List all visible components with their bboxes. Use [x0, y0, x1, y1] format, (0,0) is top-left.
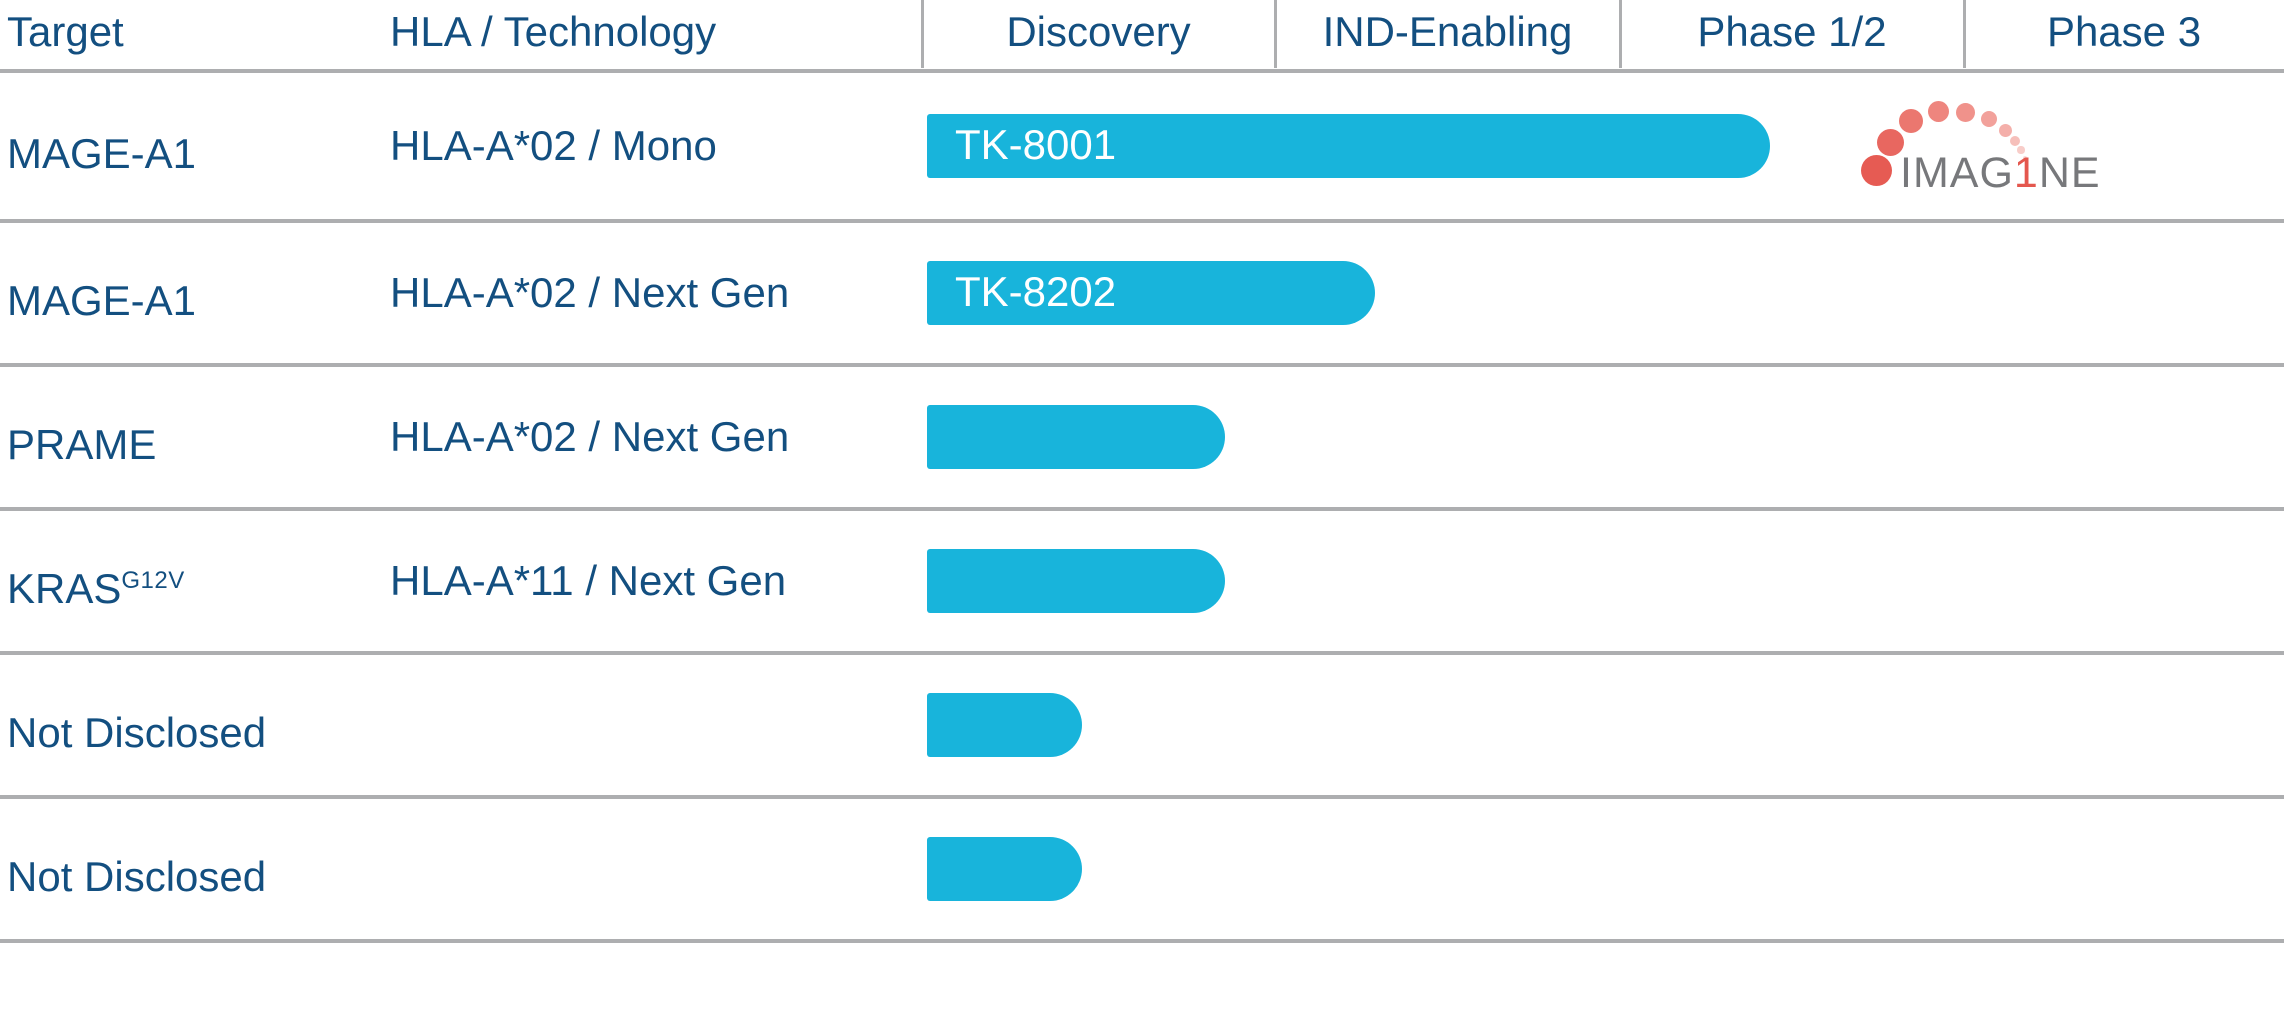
target-label: Not Disclosed	[7, 709, 267, 756]
column-divider	[1963, 0, 1966, 68]
pipeline-bar-tk-8202: TK-8202	[927, 261, 1375, 325]
row-divider	[0, 363, 2284, 367]
column-divider	[1619, 0, 1622, 68]
logo-text-post: NE	[2038, 149, 2101, 197]
logo-dot	[1899, 109, 1923, 133]
target-label: KRASG12V	[7, 565, 185, 612]
hla-technology-label: HLA-A*02 / Mono	[390, 122, 717, 169]
logo-dot	[1876, 128, 1904, 156]
bar-label: TK-8202	[955, 268, 1117, 315]
column-divider	[921, 0, 924, 68]
imagine-logo-text: IMAG1NE	[1900, 152, 2101, 195]
logo-text-pre: IMAG	[1900, 149, 2014, 197]
logo-dot	[1927, 100, 1949, 122]
row-divider	[0, 939, 2284, 943]
row-divider	[0, 69, 2284, 73]
column-header-hla-technology: HLA / Technology	[390, 8, 717, 55]
logo-dot	[1981, 111, 1997, 127]
pipeline-bar-undisclosed-1	[927, 693, 1082, 757]
column-header-phase-1-2: Phase 1/2	[1697, 8, 1887, 55]
hla-technology-label: HLA-A*02 / Next Gen	[390, 269, 790, 316]
hla-technology-label: HLA-A*11 / Next Gen	[390, 557, 787, 604]
logo-dot	[1955, 102, 1975, 122]
column-header-discovery: Discovery	[1006, 8, 1191, 55]
target-label: Not Disclosed	[7, 853, 267, 900]
row-divider	[0, 651, 2284, 655]
logo-dot	[1860, 154, 1892, 186]
logo-dot	[2022, 155, 2028, 161]
pipeline-bar-kras	[927, 549, 1225, 613]
row-divider	[0, 219, 2284, 223]
row-divider	[0, 507, 2284, 511]
hla-technology-label: HLA-A*02 / Next Gen	[390, 413, 790, 460]
logo-dot	[1998, 123, 2012, 137]
target-label: MAGE-A1	[7, 130, 197, 177]
row-divider	[0, 795, 2284, 799]
column-header-phase-3: Phase 3	[2046, 8, 2202, 55]
pipeline-bar-undisclosed-2	[927, 837, 1082, 901]
logo-dot	[2010, 136, 2020, 146]
pipeline-bar-tk-8001: TK-8001	[927, 114, 1770, 178]
logo-text-one: 1	[2013, 149, 2039, 197]
column-header-ind-enabling: IND-Enabling	[1322, 8, 1573, 55]
column-header-target: Target	[7, 8, 124, 55]
bar-label: TK-8001	[955, 121, 1117, 168]
column-divider	[1274, 0, 1277, 68]
logo-dot	[2017, 146, 2025, 154]
target-label: MAGE-A1	[7, 277, 197, 324]
target-label: PRAME	[7, 421, 157, 468]
pipeline-bar-prame	[927, 405, 1225, 469]
